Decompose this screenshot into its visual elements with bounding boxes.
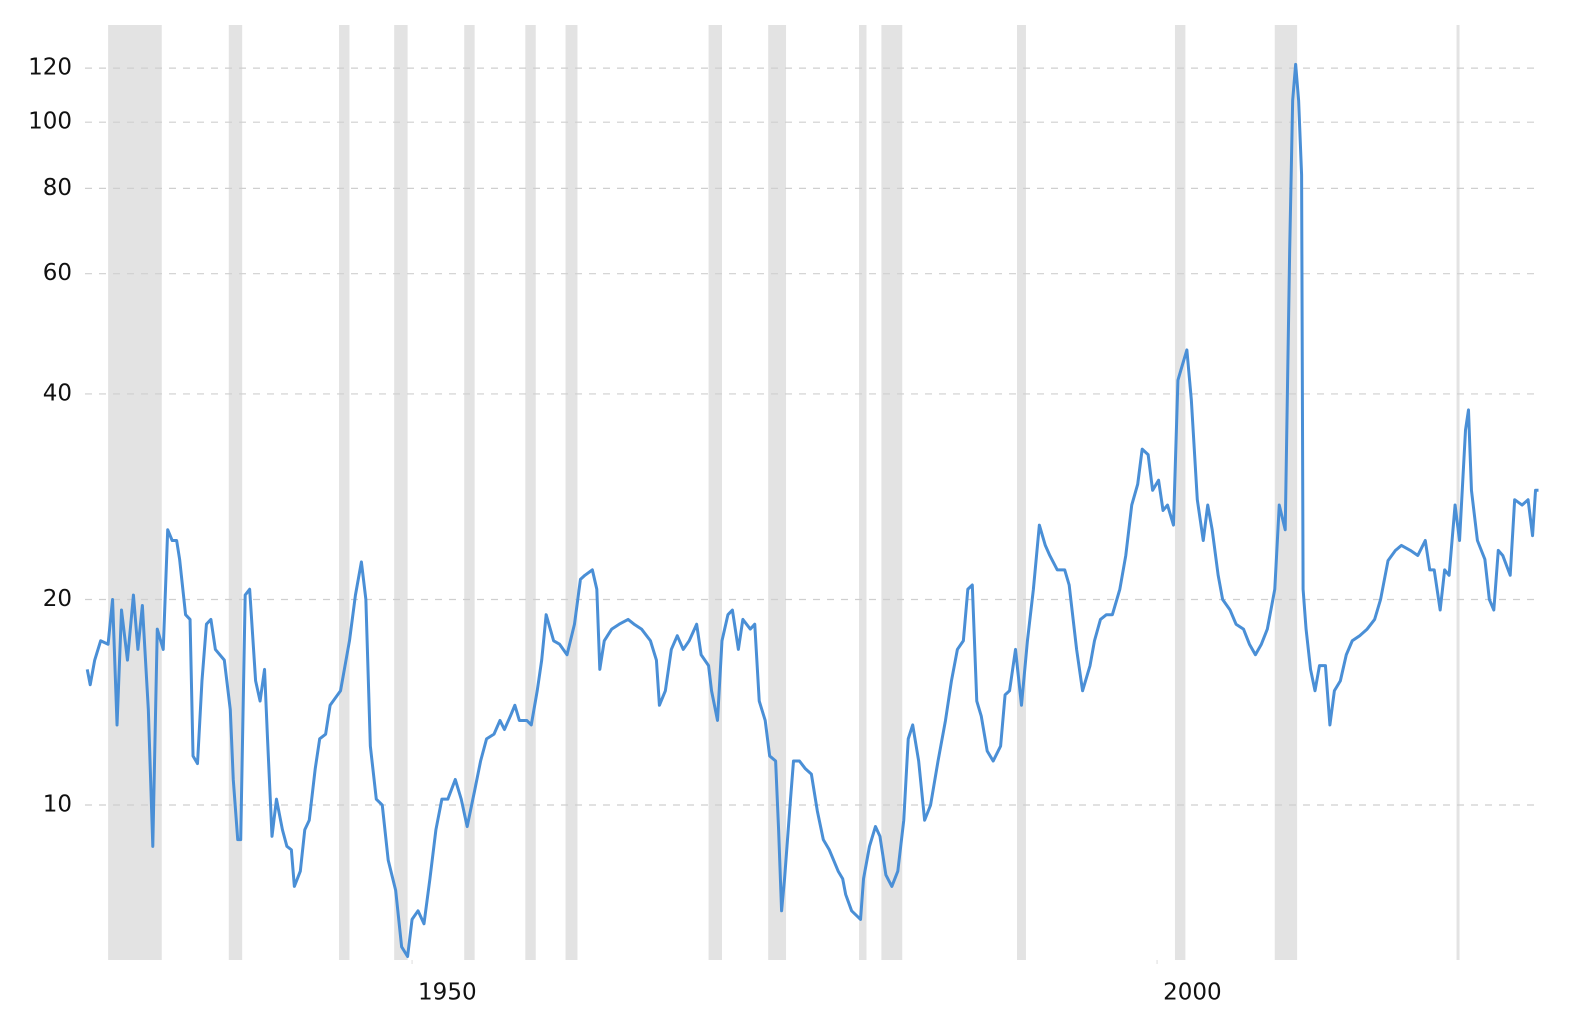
y-tick-label: 100: [28, 109, 72, 135]
shaded-period: [768, 25, 787, 960]
y-tick-label: 120: [28, 55, 72, 81]
y-tick-label: 80: [43, 175, 72, 201]
shaded-period: [565, 25, 578, 960]
shaded-period: [881, 25, 903, 960]
x-tick-label: 2000: [1163, 980, 1222, 1006]
shaded-period: [1456, 25, 1460, 960]
data-line: [85, 62, 1539, 959]
y-tick-label: 10: [43, 792, 72, 818]
shaded-period: [464, 25, 475, 960]
shaded-period: [339, 25, 350, 960]
y-tick-label: 20: [43, 586, 72, 612]
shaded-period: [394, 25, 408, 960]
shaded-period: [1017, 25, 1026, 960]
shaded-period: [708, 25, 722, 960]
y-tick-label: 40: [43, 380, 72, 406]
shaded-period: [1174, 25, 1186, 960]
y-tick-label: 60: [43, 260, 72, 286]
x-tick-label: 1950: [418, 980, 477, 1006]
shaded-period: [859, 25, 867, 960]
shaded-period: [525, 25, 536, 960]
